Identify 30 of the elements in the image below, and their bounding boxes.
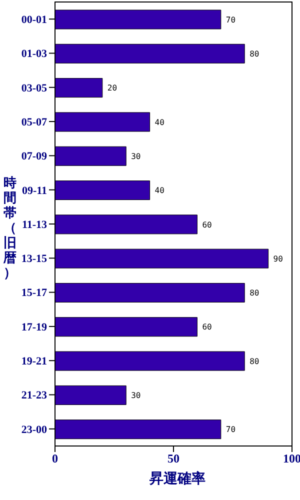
y-tick-label: 01-03 bbox=[21, 48, 48, 60]
y-tick-label: 11-13 bbox=[22, 218, 48, 231]
data-label: 80 bbox=[250, 49, 260, 58]
x-tick-label: 0 bbox=[52, 452, 58, 466]
y-tick-label: 21-23 bbox=[21, 390, 48, 402]
data-label: 80 bbox=[250, 356, 260, 366]
data-label: 20 bbox=[107, 84, 118, 93]
y-tick-label: 17-19 bbox=[21, 321, 48, 334]
data-label: 40 bbox=[154, 118, 165, 127]
y-tick-label: 00-01 bbox=[21, 14, 47, 26]
data-label: 30 bbox=[131, 152, 141, 161]
data-label: 70 bbox=[226, 15, 236, 24]
y-tick-label: 15-17 bbox=[21, 287, 48, 300]
data-label: 80 bbox=[250, 288, 260, 298]
y-tick-label: 19-21 bbox=[21, 356, 47, 368]
data-label: 70 bbox=[226, 425, 236, 434]
y-tick-label: 03-05 bbox=[21, 82, 48, 94]
data-label: 60 bbox=[202, 322, 212, 332]
x-axis-title: 昇運確率 bbox=[148, 470, 206, 488]
y-axis-title: 時間帯（旧暦） bbox=[3, 175, 17, 280]
data-label: 90 bbox=[273, 254, 284, 264]
data-label: 30 bbox=[131, 391, 141, 400]
data-label: 60 bbox=[202, 220, 212, 230]
y-tick-label: 13-15 bbox=[21, 253, 48, 266]
y-tick-label: 05-07 bbox=[21, 116, 48, 128]
data-label: 40 bbox=[154, 186, 165, 196]
y-tick-label: 09-11 bbox=[22, 184, 47, 197]
x-tick-label: 50 bbox=[168, 452, 180, 466]
y-tick-label: 07-09 bbox=[21, 150, 48, 163]
y-tick-label: 23-00 bbox=[21, 424, 48, 436]
